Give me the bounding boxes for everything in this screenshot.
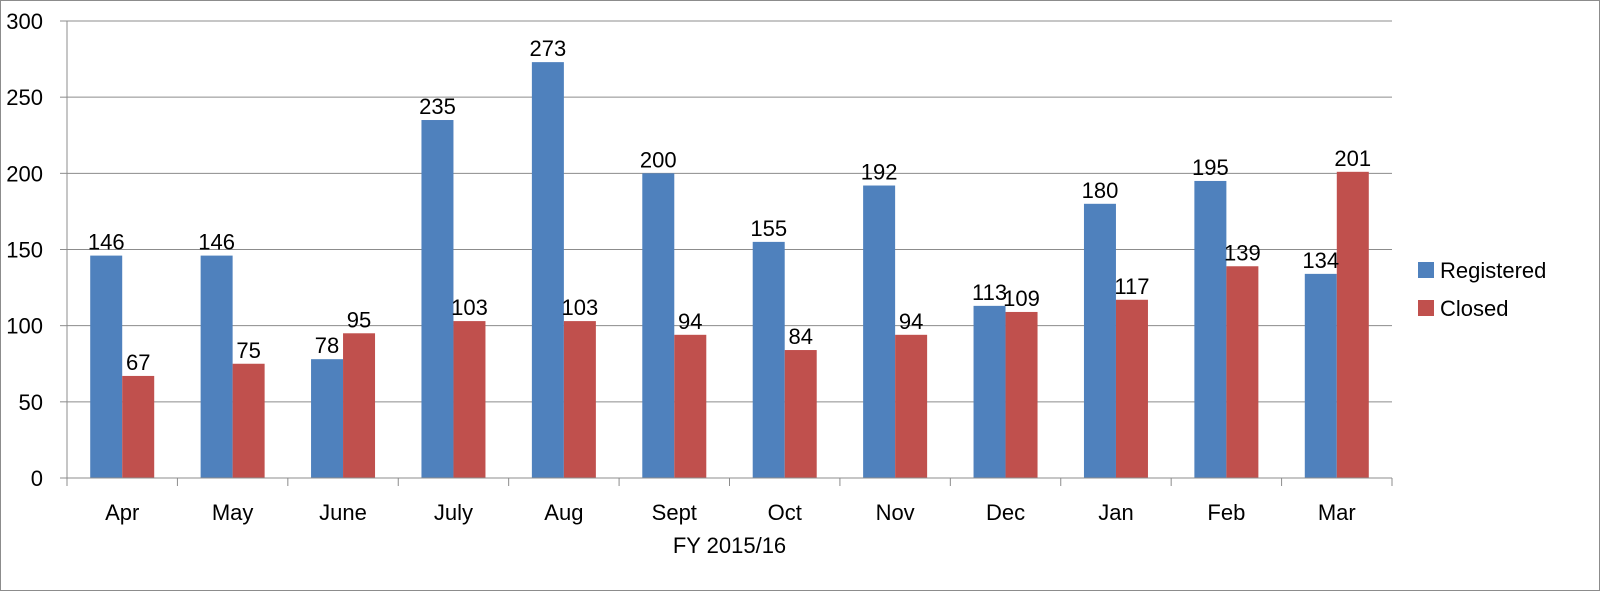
x-tick-label: June: [319, 500, 367, 525]
data-label: 95: [347, 307, 371, 332]
bar-registered: [753, 242, 785, 478]
data-labels: 146 146 78 235 273 200 155 192 113 180 195 134 67 75 9…: [88, 36, 1371, 375]
data-label: 103: [562, 295, 599, 320]
bar-closed: [1337, 172, 1369, 478]
bar-registered: [421, 120, 453, 478]
y-tick-label: 200: [6, 161, 43, 186]
data-label: 180: [1082, 178, 1119, 203]
bar-registered: [974, 306, 1006, 478]
bar-registered: [1084, 204, 1116, 478]
gridlines: [67, 21, 1392, 402]
x-tick-label: July: [434, 500, 473, 525]
data-label: 78: [315, 333, 339, 358]
x-tick-label: Feb: [1207, 500, 1245, 525]
bars: [90, 62, 1369, 478]
bar-closed: [453, 321, 485, 478]
x-tick-label: Jan: [1098, 500, 1133, 525]
data-label: 155: [750, 216, 787, 241]
legend-swatch: [1418, 262, 1434, 278]
bar-closed: [1006, 312, 1038, 478]
x-tick-label: Dec: [986, 500, 1025, 525]
bar-closed: [895, 335, 927, 478]
y-tick-label: 150: [6, 238, 43, 263]
bar-registered: [1194, 181, 1226, 478]
data-label: 195: [1192, 155, 1229, 180]
legend-label: Registered: [1440, 258, 1546, 283]
data-label: 117: [1114, 274, 1149, 299]
x-tick-label: Nov: [876, 500, 915, 525]
y-tick-label: 300: [6, 9, 43, 34]
x-tick-label: May: [212, 500, 254, 525]
data-label: 94: [899, 309, 923, 334]
data-label: 103: [451, 295, 488, 320]
bar-closed: [233, 364, 265, 478]
data-label: 200: [640, 147, 677, 172]
y-tick-label: 0: [31, 466, 43, 491]
bar-registered: [642, 173, 674, 478]
bar-closed: [122, 376, 154, 478]
bar-closed: [564, 321, 596, 478]
data-label: 139: [1224, 240, 1261, 265]
x-tick-label: Apr: [105, 500, 139, 525]
data-label: 192: [861, 160, 898, 185]
data-label: 146: [198, 230, 235, 255]
bar-registered: [201, 256, 233, 478]
bar-closed: [343, 333, 375, 478]
data-label: 235: [419, 94, 456, 119]
data-label: 84: [788, 324, 812, 349]
bar-closed: [785, 350, 817, 478]
x-tick-label: Aug: [544, 500, 583, 525]
x-axis-title: FY 2015/16: [673, 533, 786, 558]
data-label: 75: [236, 338, 260, 363]
y-tick-label: 100: [6, 314, 43, 339]
data-label: 134: [1302, 248, 1339, 273]
legend: Registered Closed: [1418, 258, 1546, 321]
data-label: 146: [88, 230, 125, 255]
bar-closed: [1116, 300, 1148, 478]
bar-registered: [90, 256, 122, 478]
legend-label: Closed: [1440, 296, 1508, 321]
data-label: 201: [1334, 146, 1371, 171]
x-tick-label: Sept: [652, 500, 697, 525]
data-label: 94: [678, 309, 702, 334]
legend-swatch: [1418, 300, 1434, 316]
data-label: 273: [530, 36, 567, 61]
bar-registered: [532, 62, 564, 478]
data-label: 113: [972, 280, 1007, 305]
bar-closed: [1226, 266, 1258, 478]
bar-registered: [311, 359, 343, 478]
y-tick-label: 250: [6, 85, 43, 110]
y-tick-label: 50: [19, 390, 43, 415]
bar-registered: [863, 186, 895, 478]
bar-registered: [1305, 274, 1337, 478]
data-label: 109: [1003, 286, 1040, 311]
data-label: 67: [126, 350, 150, 375]
x-tick-label: Oct: [768, 500, 802, 525]
bar-closed: [674, 335, 706, 478]
x-tick-label: Mar: [1318, 500, 1356, 525]
